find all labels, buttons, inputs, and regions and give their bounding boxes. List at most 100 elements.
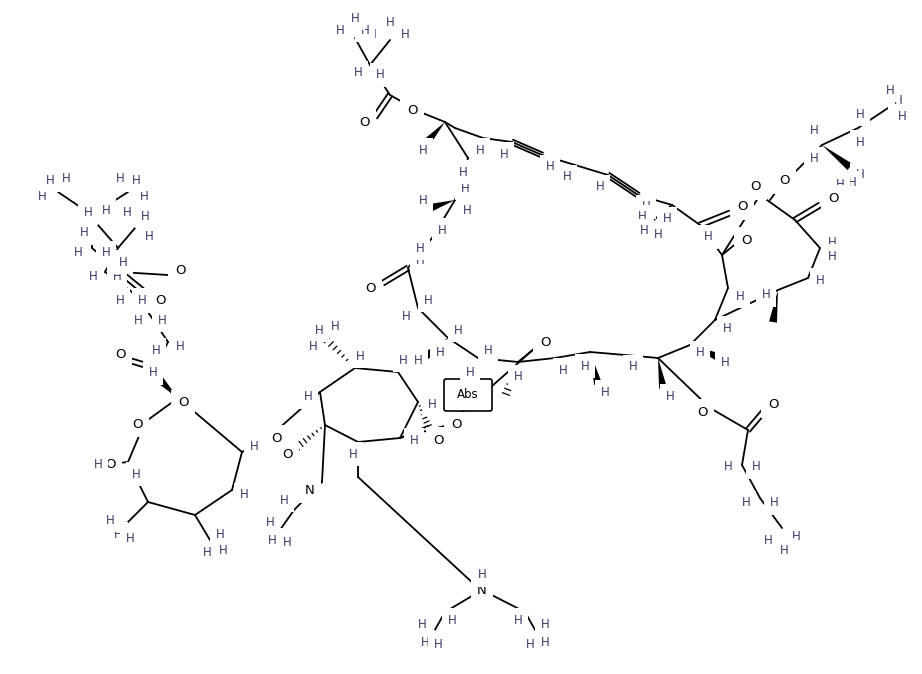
Text: H: H [703,231,713,243]
Text: H: H [361,24,370,36]
Text: H: H [106,514,114,526]
Text: O: O [407,104,418,117]
Text: H: H [736,290,744,303]
Text: H: H [314,324,324,336]
Text: H: H [847,177,857,189]
Text: H: H [409,433,419,446]
Text: O: O [365,282,375,295]
Text: H: H [398,353,408,367]
Text: H: H [420,636,430,648]
Text: H: H [115,293,124,307]
Text: H: H [751,460,761,474]
Text: H: H [695,346,704,359]
Text: H: H [629,361,637,373]
Text: H: H [893,94,903,106]
Text: H: H [350,11,360,24]
Text: H: H [546,160,554,173]
Text: O: O [828,191,838,204]
Text: H: H [724,460,732,474]
Text: H: H [816,274,824,286]
Text: H: H [428,398,436,410]
Text: H: H [175,340,184,353]
Text: H: H [74,247,82,259]
Text: H: H [349,448,358,460]
Text: O: O [697,406,707,419]
Text: H: H [331,319,339,332]
Text: H: H [666,390,674,402]
Text: H: H [898,109,906,123]
Polygon shape [690,345,719,361]
Text: H: H [581,359,589,373]
Text: H: H [856,107,865,121]
Polygon shape [424,122,445,145]
Text: Abs: Abs [457,388,479,402]
Polygon shape [769,290,778,323]
Text: H: H [203,547,211,559]
Text: O: O [740,233,751,247]
Text: H: H [526,638,535,652]
Text: H: H [762,288,771,301]
Text: N: N [477,584,487,596]
Text: H: H [309,340,317,353]
Text: H: H [435,346,444,359]
Polygon shape [822,145,853,170]
Text: H: H [514,613,523,627]
Text: H: H [741,497,751,510]
Text: H: H [267,534,277,547]
Polygon shape [590,352,602,385]
Text: H: H [112,270,122,284]
Text: H: H [123,206,131,220]
FancyBboxPatch shape [444,379,492,411]
Text: H: H [810,125,819,137]
Text: H: H [79,226,89,239]
Text: O: O [175,264,185,276]
Text: H: H [886,84,894,96]
Text: H: H [414,353,422,367]
Text: H: H [266,516,275,528]
Text: H: H [158,313,166,326]
Text: N: N [305,483,315,497]
Text: H: H [375,69,384,82]
Text: H: H [856,168,865,181]
Text: H: H [500,148,508,160]
Text: H: H [402,309,410,322]
Text: H: H [856,135,865,148]
Text: H: H [484,344,492,357]
Text: H: H [62,171,70,185]
Text: H: H [463,204,471,216]
Text: O: O [750,181,761,193]
Text: H: H [250,441,258,454]
Polygon shape [429,200,455,212]
Text: H: H [132,468,140,481]
Text: H: H [101,247,111,259]
Text: H: H [84,206,92,220]
Polygon shape [157,377,178,398]
Text: H: H [447,613,456,627]
Text: H: H [38,191,46,204]
Text: H: H [835,179,845,191]
Text: H: H [303,390,313,404]
Text: H: H [600,386,609,398]
Text: H: H [134,313,142,326]
Text: H: H [336,24,345,36]
Polygon shape [658,358,667,389]
Polygon shape [398,354,419,372]
Text: H: H [438,224,446,237]
Text: H: H [419,193,428,206]
Text: H: H [240,489,248,501]
Text: H: H [663,212,671,226]
Text: H: H [476,144,484,156]
Text: H: H [770,497,778,510]
Text: H: H [640,224,648,237]
Text: H: H [356,350,364,363]
Text: H: H [132,173,140,187]
Text: H: H [139,191,148,204]
Text: O: O [178,396,188,410]
Text: H: H [763,534,773,547]
Text: H: H [514,371,523,384]
Text: H: H [433,638,443,652]
Text: O: O [271,431,281,444]
Text: H: H [540,619,550,632]
Text: O: O [282,448,292,462]
Text: H: H [423,293,432,307]
